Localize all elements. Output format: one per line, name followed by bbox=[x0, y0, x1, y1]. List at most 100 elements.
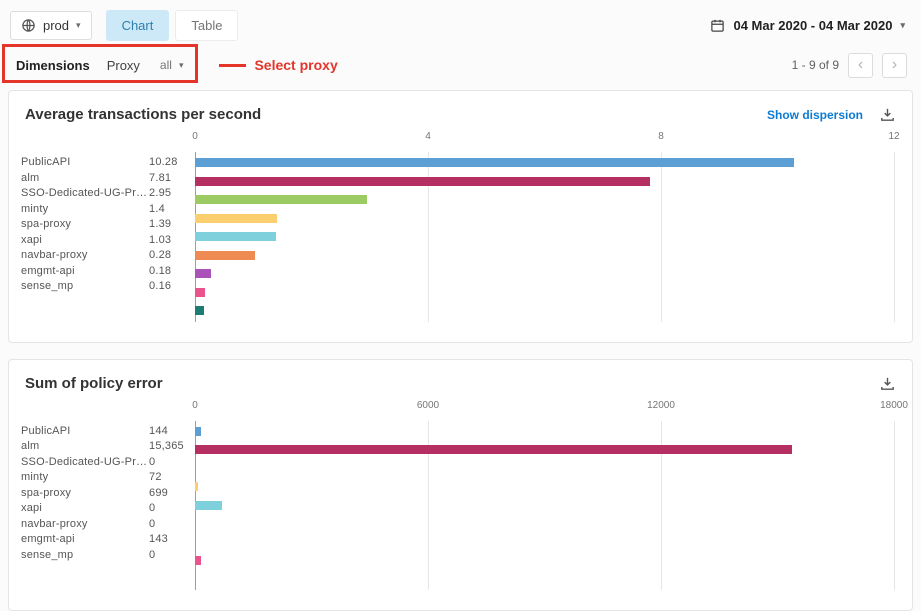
bar-row bbox=[195, 195, 894, 211]
bar-rows bbox=[195, 158, 894, 322]
category-label: PublicAPI bbox=[21, 155, 149, 171]
proxy-dropdown-value: all bbox=[160, 58, 172, 72]
axis-tick: 18000 bbox=[880, 400, 908, 411]
bar bbox=[195, 556, 201, 565]
bar-row bbox=[195, 445, 894, 461]
bar-row bbox=[195, 482, 894, 498]
gridline bbox=[894, 421, 895, 591]
download-button[interactable] bbox=[879, 106, 896, 123]
category-value: 143 bbox=[149, 532, 195, 548]
category-value: 7.81 bbox=[149, 171, 195, 187]
category-label: PublicAPI bbox=[21, 424, 149, 440]
category-label: navbar-proxy bbox=[21, 517, 149, 533]
dimensions-bar: Dimensions Proxy all ▾ Select proxy 1 - … bbox=[0, 44, 921, 86]
category-value: 1.4 bbox=[149, 202, 195, 218]
bar-rows bbox=[195, 427, 894, 591]
category-value: 0.16 bbox=[149, 279, 195, 295]
category-value: 72 bbox=[149, 470, 195, 486]
bar bbox=[195, 177, 650, 186]
bar-row bbox=[195, 464, 894, 480]
pagination-prev-button[interactable]: ‹ bbox=[848, 53, 873, 78]
bar-row bbox=[195, 306, 894, 322]
axis-tick: 4 bbox=[425, 131, 431, 142]
card-header: Average transactions per second Show dis… bbox=[9, 91, 912, 125]
bar-row bbox=[195, 269, 894, 285]
category-label: xapi bbox=[21, 233, 149, 249]
pagination-next-button[interactable]: › bbox=[882, 53, 907, 78]
date-range-picker[interactable]: 04 Mar 2020 - 04 Mar 2020 ▾ bbox=[710, 18, 911, 33]
globe-icon bbox=[21, 18, 36, 33]
category-label: minty bbox=[21, 470, 149, 486]
category-label: sense_mp bbox=[21, 548, 149, 564]
category-label: emgmt-api bbox=[21, 532, 149, 548]
bar bbox=[195, 306, 204, 315]
axis-tick: 8 bbox=[658, 131, 664, 142]
bar bbox=[195, 288, 205, 297]
calendar-icon bbox=[710, 18, 725, 33]
card-actions: Show dispersion bbox=[767, 106, 896, 123]
category-label: minty bbox=[21, 202, 149, 218]
bar-row bbox=[195, 519, 894, 535]
category-label: spa-proxy bbox=[21, 217, 149, 233]
annotation-text: Select proxy bbox=[254, 57, 337, 73]
axis-tick: 0 bbox=[192, 400, 198, 411]
download-icon bbox=[879, 375, 896, 392]
tab-table[interactable]: Table bbox=[175, 10, 238, 41]
annotation-select-proxy: Select proxy bbox=[219, 57, 337, 73]
category-label: emgmt-api bbox=[21, 264, 149, 280]
view-tabs: Chart Table bbox=[106, 10, 239, 41]
chart-title: Sum of policy error bbox=[25, 375, 163, 392]
bar-row bbox=[195, 251, 894, 267]
bar bbox=[195, 501, 222, 510]
axis-tick: 0 bbox=[192, 131, 198, 142]
bar bbox=[195, 482, 198, 491]
bar bbox=[195, 427, 201, 436]
category-value: 2.95 bbox=[149, 186, 195, 202]
environment-label: prod bbox=[43, 18, 69, 33]
gridline bbox=[894, 152, 895, 322]
category-label: alm bbox=[21, 439, 149, 455]
dimensions-label: Dimensions bbox=[16, 58, 90, 73]
card-header: Sum of policy error bbox=[9, 360, 912, 394]
category-label: SSO-Dedicated-UG-Pr… bbox=[21, 186, 149, 202]
category-label: alm bbox=[21, 171, 149, 187]
bar-row bbox=[195, 556, 894, 572]
category-value: 144 bbox=[149, 424, 195, 440]
category-value: 1.39 bbox=[149, 217, 195, 233]
category-value: 699 bbox=[149, 486, 195, 502]
category-label: SSO-Dedicated-UG-Pr… bbox=[21, 455, 149, 471]
download-button[interactable] bbox=[879, 375, 896, 392]
category-value: 1.03 bbox=[149, 233, 195, 249]
category-label: xapi bbox=[21, 501, 149, 517]
annotation-pointer-line bbox=[219, 64, 246, 67]
show-dispersion-link[interactable]: Show dispersion bbox=[767, 108, 863, 122]
chevron-down-icon: ▾ bbox=[76, 21, 81, 30]
bar-row bbox=[195, 501, 894, 517]
bar-row bbox=[195, 177, 894, 193]
pagination: 1 - 9 of 9 ‹ › bbox=[792, 53, 907, 78]
bar bbox=[195, 445, 792, 454]
bar bbox=[195, 232, 276, 241]
environment-dropdown[interactable]: prod ▾ bbox=[10, 11, 92, 40]
chevron-left-icon: ‹ bbox=[858, 57, 863, 73]
bar bbox=[195, 158, 794, 167]
chevron-down-icon: ▾ bbox=[179, 61, 184, 70]
category-label: navbar-proxy bbox=[21, 248, 149, 264]
axis-tick: 12000 bbox=[647, 400, 675, 411]
category-label: spa-proxy bbox=[21, 486, 149, 502]
card-avg-tps: Average transactions per second Show dis… bbox=[8, 90, 913, 343]
category-label: sense_mp bbox=[21, 279, 149, 295]
dimension-name: Proxy bbox=[107, 58, 140, 73]
category-value: 15,365 bbox=[149, 439, 195, 455]
axis-tick: 12 bbox=[888, 131, 899, 142]
proxy-dropdown[interactable]: all ▾ bbox=[160, 58, 184, 72]
tab-chart[interactable]: Chart bbox=[106, 10, 170, 41]
